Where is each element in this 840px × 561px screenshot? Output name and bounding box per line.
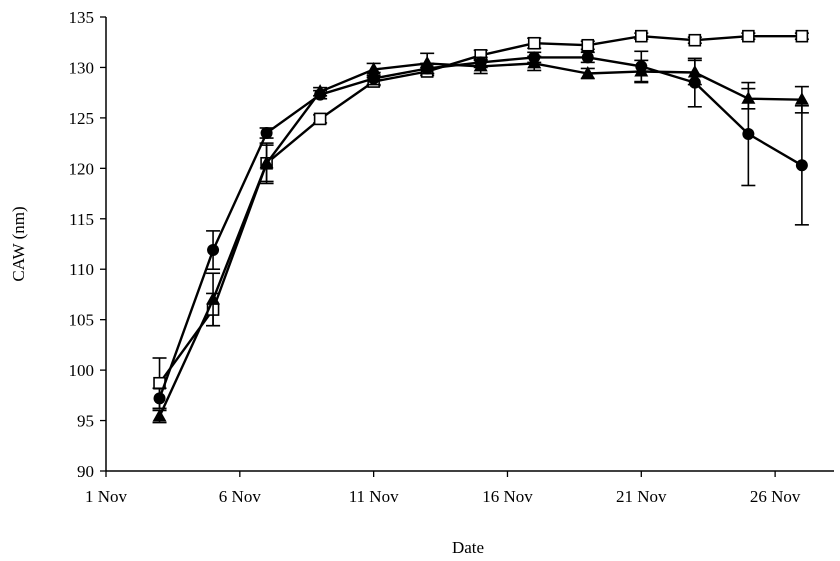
y-tick-label: 115 bbox=[69, 210, 94, 229]
y-tick-label: 100 bbox=[69, 361, 95, 380]
y-axis-title: CAW (nm) bbox=[9, 206, 28, 281]
data-point-triangle bbox=[527, 55, 542, 69]
data-point-triangle bbox=[152, 409, 167, 422]
series-line bbox=[158, 35, 802, 384]
x-tick-label: 6 Nov bbox=[219, 487, 262, 506]
series-filled-circle bbox=[152, 50, 809, 410]
x-tick-label: 16 Nov bbox=[482, 487, 533, 506]
y-tick-label: 125 bbox=[69, 109, 95, 128]
data-point-triangle bbox=[473, 58, 488, 72]
data-point-square bbox=[688, 33, 702, 47]
x-tick-label: 21 Nov bbox=[616, 487, 667, 506]
data-point-triangle bbox=[366, 61, 381, 75]
data-point-square bbox=[742, 29, 755, 43]
x-tick-label: 26 Nov bbox=[750, 487, 801, 506]
y-tick-label: 130 bbox=[69, 58, 95, 77]
y-tick-label: 105 bbox=[69, 311, 95, 330]
series-line bbox=[158, 62, 802, 417]
series-layer bbox=[152, 29, 809, 424]
data-point-triangle bbox=[741, 91, 756, 104]
x-tick-label: 1 Nov bbox=[85, 487, 128, 506]
data-point-circle bbox=[581, 51, 594, 64]
y-tick-label: 95 bbox=[77, 412, 94, 431]
y-tick-label: 110 bbox=[69, 260, 94, 279]
data-point-triangle bbox=[420, 55, 435, 69]
data-point-triangle bbox=[259, 155, 274, 169]
data-point-circle bbox=[153, 392, 166, 405]
y-tick-label: 120 bbox=[69, 159, 95, 178]
data-point-square bbox=[527, 36, 541, 50]
data-point-circle bbox=[795, 159, 808, 172]
y-tick-label: 135 bbox=[69, 8, 95, 27]
x-ticks: 1 Nov 6 Nov 11 Nov 16 Nov 21 Nov 26 Nov bbox=[85, 471, 801, 506]
data-point-circle bbox=[260, 127, 273, 140]
x-tick-label: 11 Nov bbox=[349, 487, 399, 506]
axes bbox=[105, 17, 834, 472]
data-point-triangle bbox=[580, 65, 595, 79]
data-point-square bbox=[634, 29, 648, 43]
data-point-triangle bbox=[687, 64, 702, 78]
x-axis-title: Date bbox=[452, 538, 484, 557]
series-filled-triangle bbox=[152, 52, 809, 424]
data-point-triangle bbox=[794, 92, 809, 105]
y-ticks: 90 95 100 105 110 115 120 125 130 135 bbox=[69, 8, 106, 481]
data-point-square bbox=[581, 38, 595, 52]
data-point-circle bbox=[742, 128, 755, 141]
data-point-triangle bbox=[634, 63, 649, 77]
series-line bbox=[158, 56, 803, 399]
data-point-circle bbox=[207, 244, 220, 257]
y-tick-label: 90 bbox=[77, 462, 94, 481]
data-point-square bbox=[795, 29, 809, 43]
data-point-triangle bbox=[206, 291, 221, 305]
data-point-triangle bbox=[313, 84, 328, 97]
data-point-square bbox=[313, 112, 327, 126]
series-open-square bbox=[152, 29, 809, 410]
